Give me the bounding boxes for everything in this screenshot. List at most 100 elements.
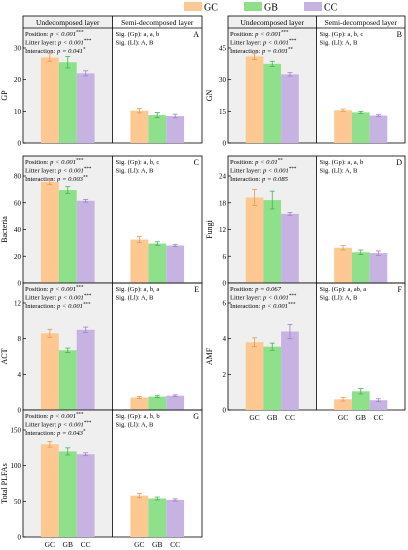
stat-line: Interaction: p = 0.043* [25,430,86,438]
y-tick-label: 12 [219,226,227,234]
bar-gb [58,451,77,537]
x-tick-label: GC [45,540,55,549]
bar-cc [281,213,299,283]
y-axis-label: AMF [205,347,214,365]
panel-G: 0 50 100 150 Total PLFAs G Position: p < 0.001… [0,409,203,549]
bar-gb [351,391,370,410]
y-tick-label: 4 [18,371,22,379]
y-tick-label: 0 [223,280,227,288]
bar-cc [166,116,185,143]
legend-swatch-cc [304,2,322,11]
bar-gc [130,397,149,410]
stat-line: Litter layer: p < 0.001*** [25,167,92,175]
bar-gc [245,342,264,410]
stat-line: Litter layer: p < 0.001*** [25,294,92,302]
bar-cc [369,400,388,410]
y-tick-label: 0 [18,140,22,148]
bar-gb [148,115,167,143]
y-axis-label: Total PLFAs [0,463,9,503]
bar-gc [245,197,264,283]
stat-line: Position: p = 0.067 [230,286,282,293]
header-undecomposed: Undecomposed layer [240,18,304,27]
y-axis-label: Fungi [205,219,214,238]
bar-cc [166,245,185,283]
legend-label-cc: CC [324,3,338,14]
bar-gb [351,112,370,143]
y-tick-label: 18 [219,199,227,207]
sig-line: Sig. (Ll): A, B [320,168,359,175]
x-tick-label: GB [356,413,366,422]
x-tick-label: GB [63,540,73,549]
panel-C: 0 20 40 60 80 Bacteria C Position: p < 0.001***… [0,155,203,288]
bar-gb [351,252,370,283]
panel-D: 0 6 12 18 24 Fungi D Position: p < 0.01**Litter… [205,155,406,288]
y-tick-label: 10 [14,108,22,116]
y-tick-label: 100 [11,462,22,470]
chart-panels: Undecomposed layer Semi-decomposed layer 0… [0,15,406,549]
bar-gb [263,200,282,283]
y-tick-label: 0 [18,407,22,415]
y-tick-label: 12 [14,300,22,308]
y-tick-label: 24 [219,173,227,181]
stat-line: Litter layer: p < 0.001*** [25,39,92,47]
bar-gc [40,333,59,410]
y-axis-label: GN [205,90,214,102]
sig-line: Sig. (Gp): a, b, c [116,159,160,166]
sig-line: Sig. (Gp): a, ab, a [320,286,367,293]
sig-line: Sig. (Gp): a, b, c [320,31,364,38]
stat-line: Interaction: p = 0.003** [25,176,88,184]
stat-line: Litter layer: p < 0.001*** [25,421,92,429]
legend-swatch-gc [184,2,202,11]
legend-swatch-gb [244,2,262,11]
sig-line: Sig. (Ll): A, B [116,40,155,47]
bar-gb [58,62,77,143]
panel-letter: F [398,285,403,294]
stat-line: Litter layer: p < 0.001*** [230,39,297,47]
bar-gb [58,350,77,410]
bar-cc [369,115,388,143]
stat-line: Position: p < 0.001*** [25,286,84,294]
stat-line: Position: p < 0.001*** [230,31,289,39]
y-tick-label: 0 [18,534,22,542]
x-tick-label: CC [81,540,91,549]
panel-letter: A [193,30,199,39]
sig-line: Sig. (Gp): a, b, b [116,413,161,420]
y-tick-label: 0 [223,407,227,415]
header-undecomposed: Undecomposed layer [36,18,100,27]
legend-label-gc: GC [204,3,218,14]
stat-line: Position: p < 0.001*** [25,159,84,167]
y-tick-label: 150 [11,427,22,435]
bar-cc [76,73,95,143]
panel-letter: G [193,412,199,421]
y-tick-label: 0 [18,280,22,288]
bar-gc [40,182,59,283]
panel-B: Undecomposed layer Semi-decomposed layer 0… [205,15,406,148]
x-tick-label: GC [338,413,348,422]
bar-cc [76,454,95,537]
stat-line: Position: p < 0.01** [230,159,283,167]
y-tick-label: 50 [14,498,22,506]
stat-line: Interaction: p = 0.085 [230,176,289,183]
bar-gc [334,399,352,410]
x-tick-label: GC [134,540,144,549]
bar-gb [148,243,167,283]
stat-line: Litter layer: p < 0.001*** [230,167,297,175]
y-tick-label: 20 [14,76,22,84]
sig-line: Sig. (Gp): a, a, b [320,159,364,166]
sig-line: Sig. (Gp): a, b, a [116,286,160,293]
stat-line: Interaction: p = 0.001** [230,48,293,56]
legend: GC GB CC [184,2,338,14]
stat-line: Litter layer: p < 0.001*** [230,294,297,302]
y-tick-label: 8 [18,335,22,343]
bar-gb [263,346,282,410]
sig-line: Sig. (Ll): A, B [116,422,155,429]
sig-line: Sig. (Ll): A, B [116,168,155,175]
bar-gb [148,396,167,410]
bar-gc [334,247,352,283]
bar-gc [334,110,352,143]
y-tick-label: 40 [14,226,22,234]
x-tick-label: CC [373,413,383,422]
stat-line: Interaction: p < 0.001*** [230,303,296,311]
bar-gb [58,190,77,283]
panel-letter: E [194,285,199,294]
